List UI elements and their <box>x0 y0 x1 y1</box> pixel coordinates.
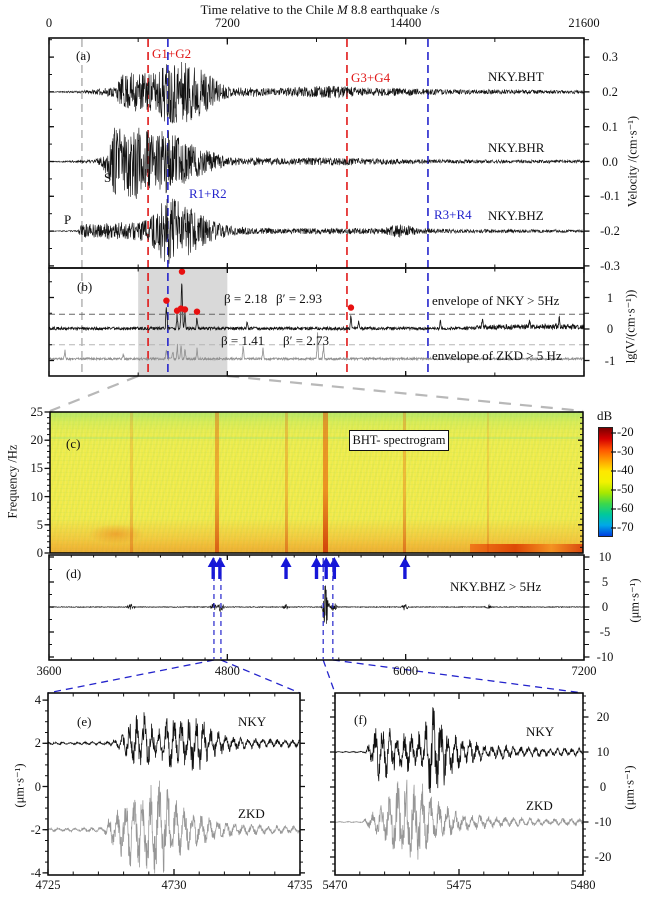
tick-label: -20 <box>617 425 634 439</box>
tick-label: -10 <box>596 650 614 664</box>
tick-label: -0.2 <box>600 224 620 239</box>
tick-label: -60 <box>617 501 634 515</box>
tick-label: 3600 <box>36 664 62 678</box>
tick-label: 0.3 <box>602 50 618 65</box>
tick-label: 21600 <box>568 16 600 30</box>
tick-label: 5 <box>601 575 609 589</box>
tick-label: -40 <box>617 463 634 477</box>
colorbar <box>598 427 613 537</box>
spectrogram-event-streak <box>130 412 133 553</box>
tick-label: 0 <box>599 780 607 794</box>
phase-label-p: P <box>64 212 72 227</box>
tick-label: -20 <box>594 850 612 864</box>
trace-label-bhz: NKY.BHZ <box>488 208 544 223</box>
tick-label: 0.2 <box>602 84 618 99</box>
tick-label: 10 <box>596 745 610 759</box>
tick-label: 4 <box>34 693 41 708</box>
tick-label: 14400 <box>390 16 422 30</box>
tick-label: -30 <box>617 444 634 458</box>
tick-label: -50 <box>617 482 634 496</box>
panel-e-label: (e) <box>77 714 92 729</box>
figure-title: Time relative to the Chile M 8.8 earthqu… <box>60 2 580 17</box>
tick-label: -4 <box>30 865 41 880</box>
tick-label: 15 <box>30 461 44 476</box>
trace-label-bht: NKY.BHT <box>488 69 544 84</box>
tick-label: 7200 <box>214 16 240 30</box>
panel-d-label: (d) <box>66 566 82 581</box>
panel-f-zkd-label: ZKD <box>526 798 553 813</box>
tick-label: 25 <box>30 405 44 419</box>
trace-label-bhr: NKY.BHR <box>488 140 545 155</box>
tick-label: 5475 <box>446 878 472 892</box>
tick-label: -5 <box>599 625 611 639</box>
tick-label: 5480 <box>570 878 596 892</box>
panel-b-label: (b) <box>77 279 93 294</box>
phase-label-r1r2: R1+R2 <box>189 186 227 201</box>
phase-label-s: S <box>104 170 112 185</box>
tick-label: -0.1 <box>600 189 620 204</box>
spectrogram-title: BHT- spectrogram <box>349 430 449 451</box>
beta-nky: β = 2.18 <box>224 291 268 306</box>
tick-label: 20 <box>30 433 44 448</box>
envelope-zkd-label: envelope of ZKD > 5 Hz <box>432 348 562 363</box>
spectrogram-blob <box>88 524 144 544</box>
spectrogram-event-streak <box>323 412 328 553</box>
panel-a-label: (a) <box>76 48 91 63</box>
panel-f-nky-label: NKY <box>526 724 555 739</box>
tick-label: 0 <box>601 600 609 614</box>
tick-label: 5470 <box>322 878 348 892</box>
envelope-nky-label: envelope of NKY > 5Hz <box>432 293 560 308</box>
spectrogram-event-streak <box>284 412 288 553</box>
tick-label: 6000 <box>393 664 419 678</box>
tick-label: 0 <box>36 546 43 560</box>
tick-label: 10 <box>30 489 44 504</box>
tick-label: -1 <box>604 353 616 368</box>
tick-label: 4735 <box>287 878 313 892</box>
panel-e-zkd-label: ZKD <box>238 806 265 821</box>
tick-label: -70 <box>617 520 634 534</box>
spectrogram-event-streak <box>215 412 220 553</box>
title-pre: Time relative to the Chile <box>200 2 337 17</box>
colorbar-title: dB <box>597 408 613 423</box>
title-post: 8.8 earthquake /s <box>347 2 440 17</box>
phase-label-g3g4: G3+G4 <box>351 70 391 85</box>
beta-zkd-prime: β′ = 2.73 <box>283 333 330 348</box>
panel-c-label: (c) <box>66 436 81 451</box>
spectrogram-event-streak <box>487 412 490 553</box>
tick-label: 1 <box>606 290 614 305</box>
panel-d-ylabel: (μm·s⁻¹) <box>627 578 642 623</box>
tick-label: 10 <box>598 550 612 564</box>
panel-d-trace-label: NKY.BHZ > 5Hz <box>450 579 542 594</box>
tick-label: -0.3 <box>600 258 620 273</box>
beta-zkd: β = 1.41 <box>221 333 265 348</box>
tick-label: 0.1 <box>602 119 618 134</box>
tick-label: 2 <box>34 736 41 751</box>
tick-label: 5 <box>36 517 43 532</box>
tick-label: 0 <box>606 322 614 336</box>
panel-f-label: (f) <box>354 712 367 727</box>
tick-label: 20 <box>596 710 610 724</box>
tick-label: 4725 <box>35 878 61 892</box>
tick-label: 7200 <box>571 664 597 678</box>
tick-label: -10 <box>594 815 612 829</box>
tick-label: 0 <box>34 779 41 794</box>
title-magnitude-symbol: M <box>336 2 348 17</box>
tick-label: 0.0 <box>602 154 618 169</box>
spectrogram-image <box>50 412 583 553</box>
beta-nky-prime: β′ = 2.93 <box>276 291 323 306</box>
tick-label: -2 <box>30 822 41 837</box>
panel-e-nky-label: NKY <box>238 714 267 729</box>
tick-label: 4730 <box>161 878 187 892</box>
phase-label-r3r4: R3+R4 <box>434 207 472 222</box>
tick-label: 4800 <box>214 664 240 678</box>
panel-f-ylabel: (μm·s⁻¹) <box>622 765 637 810</box>
phase-label-g1g2: G1+G2 <box>152 46 192 61</box>
tick-label: 0 <box>45 16 53 30</box>
